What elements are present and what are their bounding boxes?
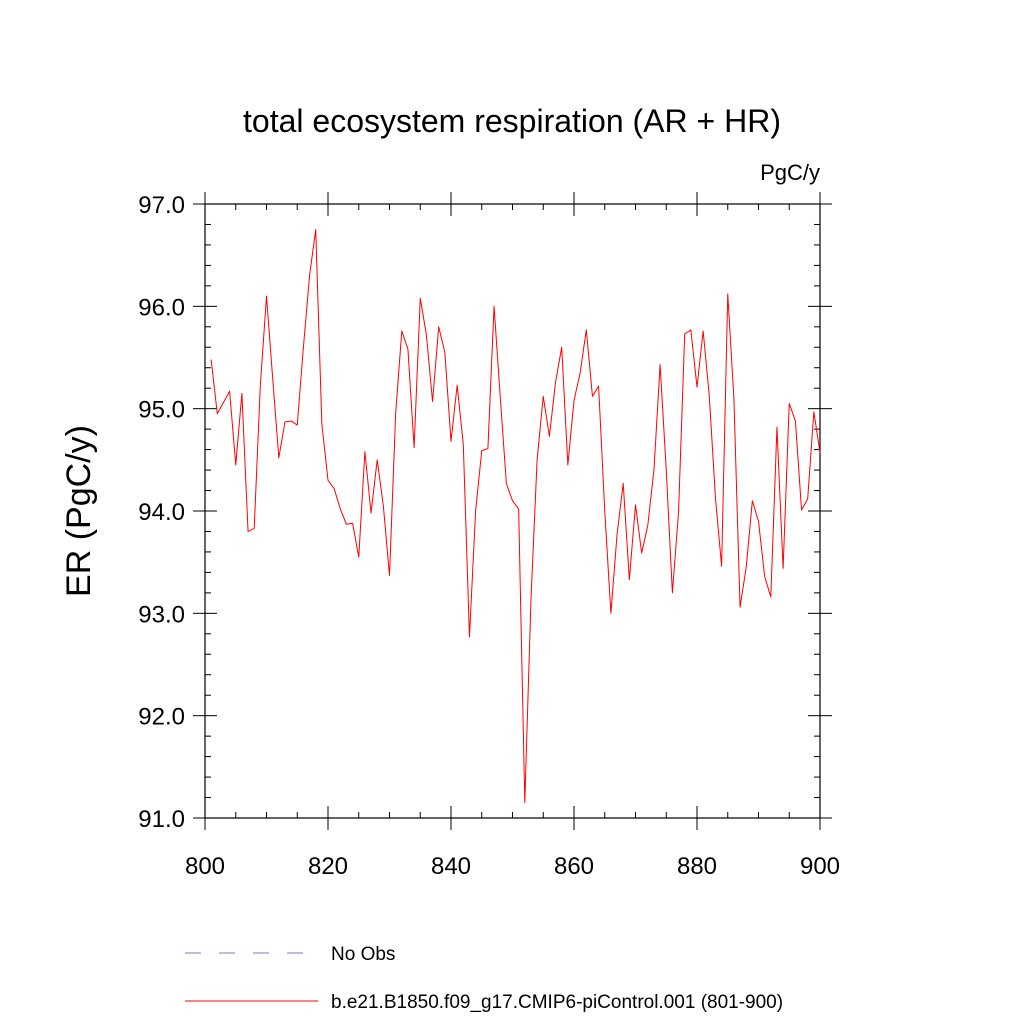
x-tick-label: 840	[431, 853, 471, 880]
x-tick-label: 820	[308, 853, 348, 880]
y-tick-label: 94.0	[138, 499, 185, 526]
legend: No Obs b.e21.B1850.f09_g17.CMIP6-piContro…	[185, 944, 783, 1013]
legend-label: No Obs	[331, 944, 395, 965]
y-tick-label: 96.0	[138, 294, 185, 321]
x-tick-label: 900	[800, 853, 840, 880]
units-label: PgC/y	[760, 160, 820, 185]
axis-ticks	[193, 192, 832, 830]
y-tick-label: 95.0	[138, 397, 185, 424]
chart-title: total ecosystem respiration (AR + HR)	[243, 103, 781, 139]
y-tick-label: 92.0	[138, 704, 185, 731]
x-tick-label: 880	[677, 853, 717, 880]
series-lines	[210, 229, 821, 804]
y-tick-label: 91.0	[138, 806, 185, 833]
series-line	[210, 229, 821, 804]
x-tick-label: 800	[185, 853, 225, 880]
axis-tick-labels: 800 820 840 860 880 900 91.0 92.0 93.0 94.0 95.0 96…	[138, 192, 840, 880]
y-axis-label: ER (PgC/y)	[60, 425, 98, 597]
y-tick-label: 93.0	[138, 601, 185, 628]
x-tick-label: 860	[554, 853, 594, 880]
legend-label: b.e21.B1850.f09_g17.CMIP6-piControl.001 …	[331, 992, 783, 1013]
y-tick-label: 97.0	[138, 192, 185, 219]
